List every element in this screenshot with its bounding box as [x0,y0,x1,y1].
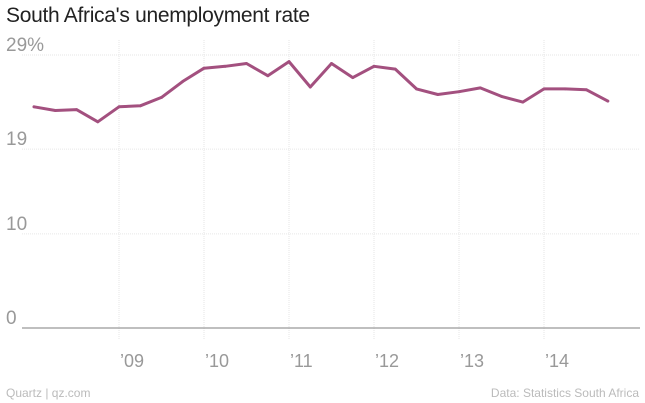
data-point-27 [606,99,610,103]
x-tick-label-5: ’14 [545,351,569,371]
data-point-25 [563,87,567,91]
data-point-2 [75,108,78,111]
x-tick-label-0: ’09 [120,351,144,371]
data-point-16 [372,64,376,68]
data-point-9 [223,64,227,68]
data-point-26 [585,88,588,92]
x-tick-label-1: ’10 [205,351,229,371]
data-point-15 [351,76,355,79]
data-point-19 [436,93,440,96]
data-point-0 [32,105,36,109]
data-point-17 [393,67,397,71]
data-point-13 [308,85,312,89]
footer-credit: Quartz | qz.com [6,386,91,400]
y-tick-label-0: 29% [6,35,44,56]
gridlines [22,40,640,340]
data-point-21 [478,86,482,90]
data-point-14 [330,62,333,65]
data-point-22 [500,95,503,98]
data-point-3 [96,120,100,124]
data-point-11 [266,74,270,78]
data-point-6 [160,96,163,99]
data-point-8 [202,66,206,70]
data-point-4 [117,105,121,109]
data-point-10 [245,62,248,65]
tick-labels: 29% 19 10 0 ’09 ’10 ’11 ’12 ’13 ’14 [6,35,569,371]
series-layer [32,60,610,124]
x-tick-label-3: ’12 [375,351,399,371]
data-point-5 [138,104,142,108]
x-tick-label-2: ’11 [290,351,313,371]
data-point-20 [457,90,461,94]
data-point-12 [287,60,291,63]
x-tick-label-4: ’13 [460,351,484,371]
data-point-1 [53,109,57,112]
footer-source: Data: Statistics South Africa [490,386,639,400]
data-point-23 [521,100,525,104]
y-tick-label-2: 10 [6,214,27,235]
chart-title: South Africa's unemployment rate [6,4,310,27]
data-point-18 [415,87,418,91]
series-line-0 [32,60,610,124]
data-point-24 [542,87,546,91]
data-point-7 [181,80,185,83]
y-tick-label-1: 19 [6,129,27,150]
y-tick-label-3: 0 [6,308,17,329]
